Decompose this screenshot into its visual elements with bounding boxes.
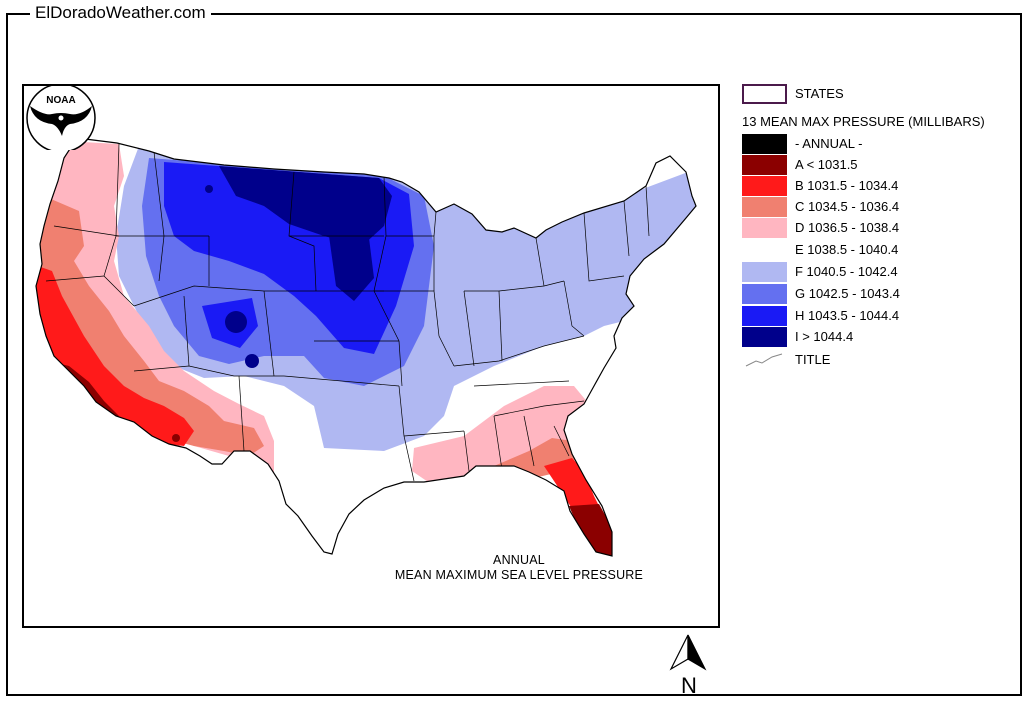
legend-swatch xyxy=(742,134,787,154)
legend-swatch xyxy=(742,262,787,282)
legend-swatch xyxy=(742,218,787,238)
legend-class-row: H 1043.5 - 1044.4 xyxy=(742,306,1022,326)
legend-class-row: G 1042.5 - 1043.4 xyxy=(742,284,1022,304)
legend-swatch xyxy=(742,240,787,260)
legend-states-row: STATES xyxy=(742,84,1022,104)
legend-class-label: B 1031.5 - 1034.4 xyxy=(795,178,899,193)
title-line-icon xyxy=(745,353,783,367)
legend-class-label: H 1043.5 - 1044.4 xyxy=(795,308,900,323)
page-frame xyxy=(6,13,1022,696)
legend-class-row: - ANNUAL - xyxy=(742,134,1022,154)
legend-class-label: - ANNUAL - xyxy=(795,136,863,151)
legend-class-row: F 1040.5 - 1042.4 xyxy=(742,262,1022,282)
legend-class-row: B 1031.5 - 1034.4 xyxy=(742,176,1022,196)
map-caption: ANNUAL MEAN MAXIMUM SEA LEVEL PRESSURE xyxy=(329,553,709,583)
noaa-logo-text: NOAA xyxy=(46,95,75,106)
map-caption-line1: ANNUAL xyxy=(493,553,545,567)
legend-swatch xyxy=(742,176,787,196)
legend-class-label: A < 1031.5 xyxy=(795,157,858,172)
legend-title-label: TITLE xyxy=(795,352,831,367)
legend-class-row: D 1036.5 - 1038.4 xyxy=(742,218,1022,238)
legend-class-row: C 1034.5 - 1036.4 xyxy=(742,197,1022,217)
legend-swatch xyxy=(742,306,787,326)
legend-class-label: G 1042.5 - 1043.4 xyxy=(795,286,900,301)
legend-class-row: A < 1031.5 xyxy=(742,155,1022,175)
legend-swatch xyxy=(742,327,787,347)
legend-title-row: TITLE xyxy=(742,350,1022,370)
legend-class-label: D 1036.5 - 1038.4 xyxy=(795,220,900,235)
noaa-logo-icon: NOAA xyxy=(26,86,96,150)
legend-swatch xyxy=(742,284,787,304)
map-caption-line2: MEAN MAXIMUM SEA LEVEL PRESSURE xyxy=(394,568,644,582)
legend-swatch xyxy=(742,197,787,217)
legend-class-label: F 1040.5 - 1042.4 xyxy=(795,264,898,279)
north-arrow-icon: N xyxy=(669,634,707,697)
site-title: ElDoradoWeather.com xyxy=(30,3,211,23)
north-label: N xyxy=(681,673,697,697)
legend-states-label: STATES xyxy=(795,86,844,101)
map-panel: NOAA ANNUAL MEAN MAXIMUM SEA LEVEL PRESS… xyxy=(22,84,720,628)
legend-class-label: E 1038.5 - 1040.4 xyxy=(795,242,899,257)
pressure-map xyxy=(35,137,697,557)
legend-class-label: C 1034.5 - 1036.4 xyxy=(795,199,900,214)
legend-states-swatch xyxy=(742,84,787,104)
legend-class-row: E 1038.5 - 1040.4 xyxy=(742,240,1022,260)
legend-swatch xyxy=(742,155,787,175)
legend-layer-title: 13 MEAN MAX PRESSURE (MILLIBARS) xyxy=(742,114,985,129)
legend-class-row: I > 1044.4 xyxy=(742,327,1022,347)
legend-class-label: I > 1044.4 xyxy=(795,329,854,344)
